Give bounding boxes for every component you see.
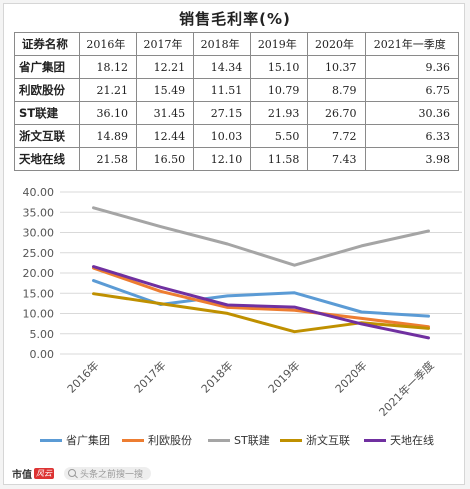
table-row: 浙文互联 14.89 12.44 10.03 5.50 7.72 6.33 [14, 124, 460, 148]
y-tick-label: 5.00 [30, 328, 55, 341]
table-cell: 5.50 [250, 124, 309, 148]
x-tick-label: 2019年 [265, 358, 302, 395]
legend-item: ST联建 [208, 432, 270, 448]
legend-swatch [364, 438, 386, 442]
y-tick-label: 25.00 [23, 247, 55, 260]
table-cell: 7.72 [307, 124, 366, 148]
series-line-3 [92, 292, 430, 334]
series-line-4 [92, 265, 430, 340]
legend-label: ST联建 [234, 434, 270, 447]
table-cell: 36.10 [78, 101, 137, 125]
table-cell: 21.21 [78, 78, 137, 102]
table-header-cell: 2021年一季度 [364, 32, 460, 56]
search-pill[interactable]: 头条之前搜一搜 [64, 466, 152, 480]
table-cell: 10.79 [250, 78, 309, 102]
x-tick-label: 2017年 [131, 358, 168, 395]
table-row: 利欧股份 21.21 15.49 11.51 10.79 8.79 6.75 [14, 78, 460, 102]
table-cell: 8.79 [307, 78, 366, 102]
legend-label: 浙文互联 [306, 434, 350, 447]
line-chart: 0.00 5.00 10.00 15.00 20.00 25.00 30.00 35.00 40… [23, 186, 462, 419]
legend-item: 天地在线 [364, 432, 434, 448]
table-cell: 7.43 [307, 147, 366, 171]
brand-logo-text: 市值 [12, 469, 32, 481]
table-cell: 10.03 [193, 124, 252, 148]
table-row: 省广集团 18.12 12.21 14.34 15.10 10.37 9.36 [14, 55, 460, 79]
table-cell: 31.45 [135, 101, 195, 125]
y-tick-label: 15.00 [23, 287, 55, 300]
x-tick-label: 2018年 [198, 358, 235, 395]
legend-item: 浙文互联 [280, 432, 350, 448]
legend-label: 天地在线 [390, 434, 434, 447]
table-row-name: ST联建 [14, 101, 80, 125]
table-header-cell: 2018年 [193, 32, 252, 56]
table-cell: 12.10 [193, 147, 252, 171]
table-cell: 21.58 [78, 147, 137, 171]
table-cell: 11.58 [250, 147, 309, 171]
legend-swatch [122, 438, 144, 442]
legend-label: 利欧股份 [148, 434, 192, 447]
table-row-name: 利欧股份 [14, 78, 80, 102]
table-row: 天地在线 21.58 16.50 12.10 11.58 7.43 3.98 [14, 147, 460, 171]
x-tick-label: 2020年 [332, 358, 369, 395]
table-cell: 3.98 [364, 147, 460, 171]
table-cell: 14.34 [193, 55, 252, 79]
table-cell: 12.44 [135, 124, 195, 148]
table-cell: 10.37 [307, 55, 366, 79]
x-tick-label: 2016年 [64, 358, 101, 395]
table-cell: 26.70 [307, 101, 366, 125]
y-tick-label: 40.00 [23, 186, 55, 199]
table-header-name: 证券名称 [14, 32, 80, 56]
table-cell: 30.36 [364, 101, 460, 125]
x-tick-label: 2021年一季度 [376, 358, 437, 419]
footer-bar: 市值 风云 头条之前搜一搜 [12, 466, 152, 481]
table-header-cell: 2017年 [135, 32, 195, 56]
brand-logo-mark: 风云 [34, 467, 54, 479]
chart-title: 销售毛利率(%) [179, 10, 291, 28]
table-header-cell: 2016年 [78, 32, 137, 56]
table-cell: 16.50 [135, 147, 195, 171]
table-cell: 9.36 [364, 55, 460, 79]
table-row-name: 天地在线 [14, 147, 80, 171]
table-cell: 15.10 [250, 55, 309, 79]
table-cell: 27.15 [193, 101, 252, 125]
legend-swatch [40, 438, 62, 442]
legend-item: 省广集团 [40, 432, 110, 448]
legend-swatch [208, 438, 230, 442]
y-tick-label: 35.00 [23, 206, 55, 219]
table-cell: 11.51 [193, 78, 252, 102]
search-icon [68, 469, 76, 477]
table-row-name: 省广集团 [14, 55, 80, 79]
table-cell: 15.49 [135, 78, 195, 102]
y-tick-label: 30.00 [23, 227, 55, 240]
data-table: 证券名称 2016年 2017年 2018年 2019年 2020年 2021年一季度 省广集… [14, 32, 460, 171]
y-tick-label: 20.00 [23, 267, 55, 280]
table-header-cell: 2019年 [250, 32, 309, 56]
legend-swatch [280, 438, 302, 442]
chart-legend: 省广集团 利欧股份 ST联建 浙文互联 天地在线 [40, 432, 460, 448]
table-row-name: 浙文互联 [14, 124, 80, 148]
table-row: ST联建 36.10 31.45 27.15 21.93 26.70 30.36 [14, 101, 460, 125]
table-cell: 18.12 [78, 55, 137, 79]
table-cell: 6.33 [364, 124, 460, 148]
legend-label: 省广集团 [66, 434, 110, 447]
series-line-1 [92, 266, 430, 329]
table-cell: 6.75 [364, 78, 460, 102]
y-tick-label: 10.00 [23, 308, 55, 321]
legend-item: 利欧股份 [122, 432, 192, 448]
table-cell: 21.93 [250, 101, 309, 125]
series-line-2 [92, 206, 430, 267]
table-header-cell: 2020年 [307, 32, 366, 56]
search-hint: 头条之前搜一搜 [80, 469, 144, 480]
table-header-row: 证券名称 2016年 2017年 2018年 2019年 2020年 2021年一季度 [14, 32, 460, 56]
table-cell: 12.21 [135, 55, 195, 79]
y-tick-label: 0.00 [30, 348, 55, 361]
table-cell: 14.89 [78, 124, 137, 148]
